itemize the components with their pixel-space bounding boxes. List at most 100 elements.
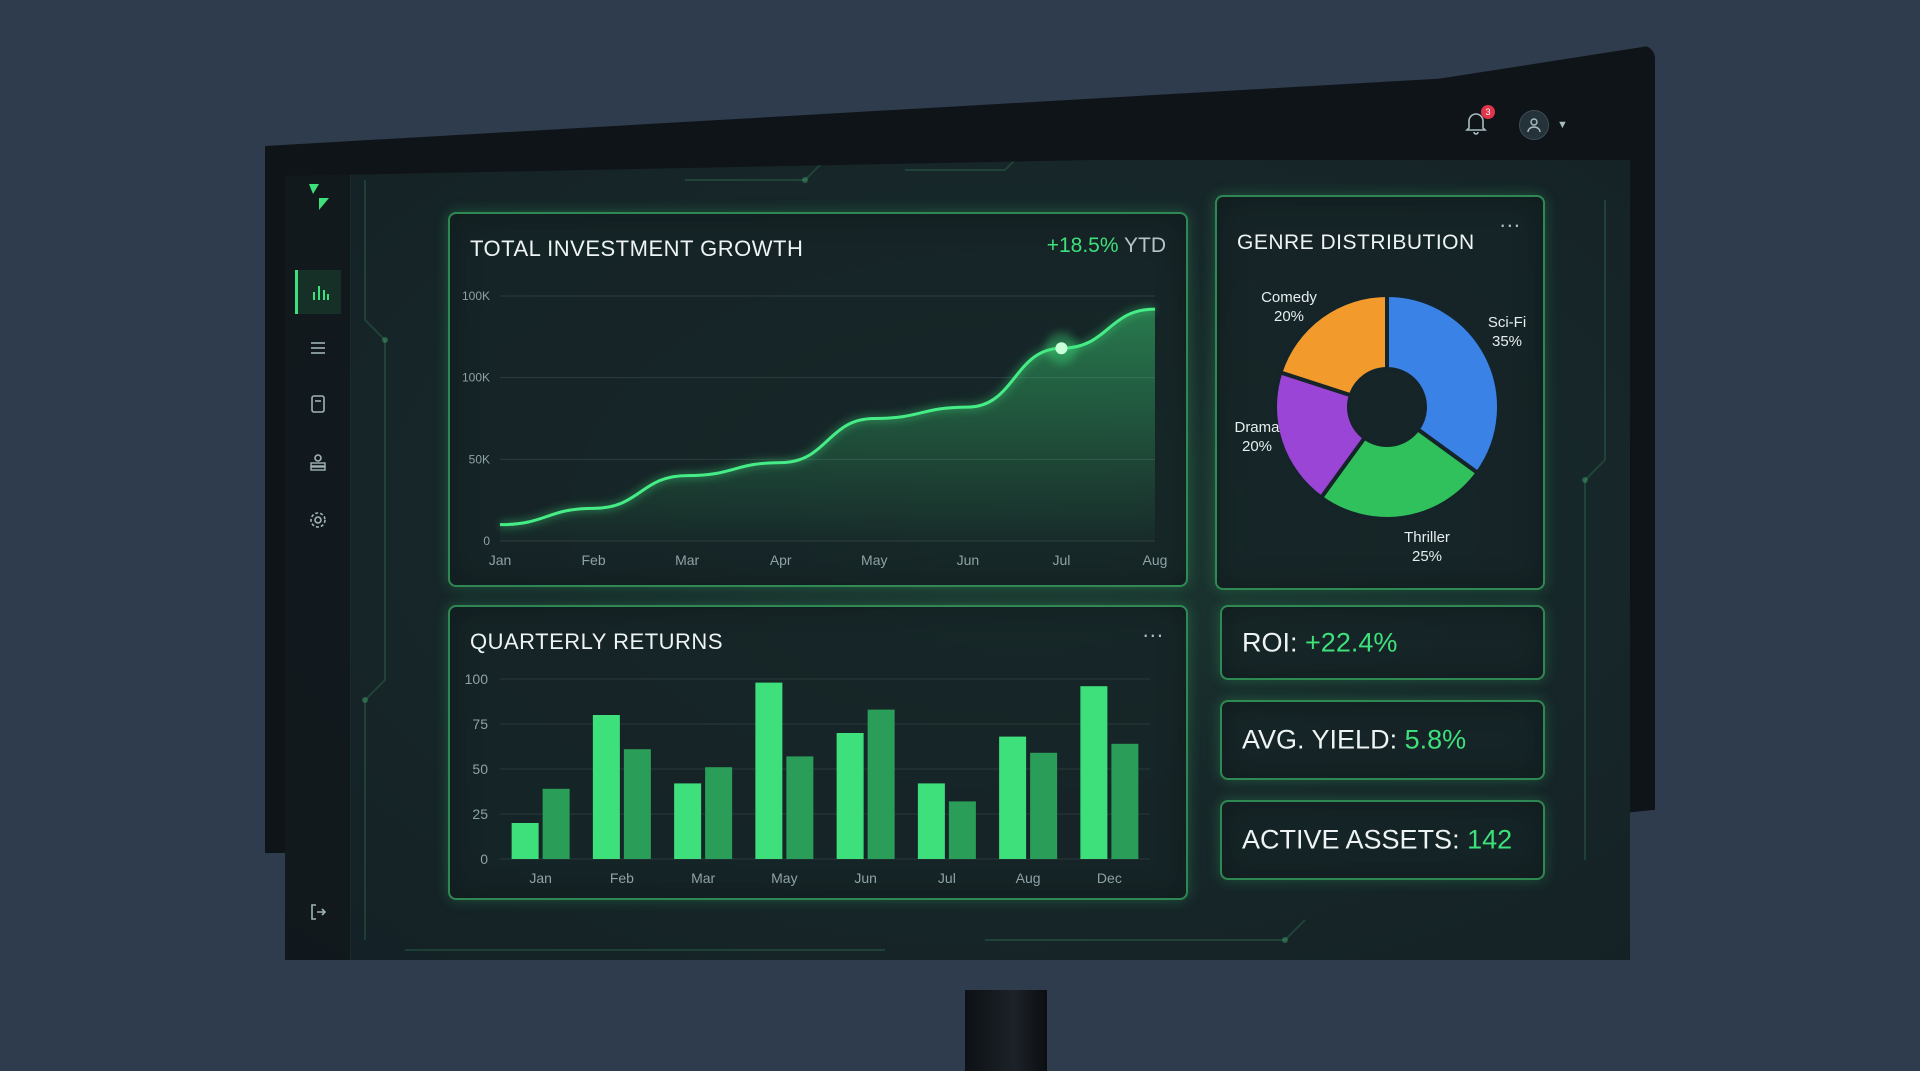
document-icon [311,395,325,413]
sidebar-item-list[interactable] [295,326,341,370]
growth-x-tick-label: Jan [489,552,512,568]
growth-y-tick-label: 100K [462,371,490,385]
bar-x-tick-label: Dec [1097,870,1122,886]
bar-y-tick-label: 100 [465,671,489,687]
genre-more-button[interactable]: ... [1499,207,1521,232]
bar-series1-bar [999,736,1027,859]
quarterly-bar-chart: 0 25 50 75 100 Jan Feb Mar May Jun Jul Aug Dec [465,671,1150,886]
assets-kpi: ACTIVE ASSETS: 142 [1242,825,1512,856]
bar-series1-bar [836,733,864,859]
pie-value-drama: 20% [1242,438,1272,455]
bar-x-tick-label: Jun [854,870,877,886]
quarterly-more-button[interactable]: ... [1142,617,1164,642]
growth-highlight-point [1055,342,1068,355]
roi-value: +22.4% [1305,627,1398,657]
bar-y-tick-label: 50 [472,761,488,777]
bar-series1-bar [511,823,539,859]
roi-label: ROI: [1242,627,1298,657]
bar-series1-bar [755,682,783,859]
bar-y-tick-label: 25 [472,806,488,822]
growth-y-tick-label: 0 [483,534,490,548]
bar-series2-bar [1030,752,1058,859]
growth-x-tick-label: May [861,552,887,568]
bar-series2-bar [867,709,895,859]
bar-series2-bar [705,767,733,859]
growth-x-tick-label: Feb [582,552,606,568]
bar-series1-bar [917,783,945,859]
pie-slice-comedy [1277,292,1389,398]
growth-x-tick-label: Jun [957,552,980,568]
header-actions: 3 ▼ [1465,105,1568,140]
pie-label-thriller: Thriller [1404,529,1450,546]
bar-x-tick-label: Jan [529,870,552,886]
list-icon [311,342,325,354]
bar-x-tick-label: May [771,870,797,886]
bar-chart-icon [312,286,329,300]
bar-series2-bar [542,788,570,859]
yield-card: AVG. YIELD: 5.8% [1220,700,1545,780]
growth-x-tick-label: Jul [1052,552,1070,568]
bar-series1-bar [1080,686,1108,859]
dashboard-screen: TOTAL INVESTMENT GROWTH +18.5% YTD 0 50K 1… [285,160,1630,960]
sidebar-item-dashboard[interactable] [295,270,341,314]
pie-slice-drama [1273,369,1368,501]
monitor-stand [965,990,1047,1071]
genre-title: GENRE DISTRIBUTION [1237,231,1475,254]
bell-icon [1465,113,1487,135]
notification-badge: 3 [1481,105,1495,119]
assets-card: ACTIVE ASSETS: 142 [1220,800,1545,880]
pie-label-sci-fi: Sci-Fi [1488,314,1526,331]
pie-label-drama: Drama [1234,419,1280,436]
user-icon [1527,118,1541,133]
quarterly-title: QUARTERLY RETURNS [470,629,723,654]
bar-x-tick-label: Aug [1016,870,1041,886]
notifications-button[interactable]: 3 [1465,105,1495,139]
pie-value-sci-fi: 35% [1492,333,1522,350]
bar-y-tick-label: 0 [480,851,488,867]
user-stack-icon [310,454,326,471]
growth-area [500,309,1155,541]
logout-button[interactable] [295,890,341,934]
logo-icon [309,184,329,210]
growth-change-value: +18.5% [1046,234,1119,257]
growth-title: TOTAL INVESTMENT GROWTH [470,236,804,261]
yield-value: 5.8% [1404,724,1467,755]
growth-change-suffix: YTD [1124,234,1166,257]
sidebar-item-documents[interactable] [295,382,341,426]
growth-chart: 0 50K 100K 100K Jan Feb Mar Apr May Jun Jul Aug [462,289,1168,568]
growth-change: +18.5% YTD [1047,234,1166,258]
genre-card: GENRE DISTRIBUTION ... Sci-Fi 35% Thriller… [1215,195,1545,590]
bar-series2-bar [948,801,976,859]
growth-card: TOTAL INVESTMENT GROWTH +18.5% YTD 0 50K 1… [448,212,1188,587]
roi-kpi: ROI: +22.4% [1242,627,1397,658]
sidebar [285,160,351,960]
roi-card: ROI: +22.4% [1220,605,1545,680]
bar-x-tick-label: Feb [610,870,634,886]
sidebar-item-assets[interactable] [295,440,341,484]
growth-x-tick-label: Apr [770,552,792,568]
pie-slice-thriller [1318,426,1481,521]
circuit-decoration [362,160,1606,951]
chevron-down-icon[interactable]: ▼ [1557,119,1568,131]
user-avatar-button[interactable] [1519,110,1549,140]
quarterly-card: QUARTERLY RETURNS ... 0 25 50 75 100 Jan Feb Ma… [448,605,1188,900]
bar-series2-bar [786,756,814,859]
bar-y-tick-label: 75 [472,716,488,732]
gear-icon [310,512,326,528]
growth-y-tick-label: 100K [462,289,490,303]
growth-y-tick-label: 50K [469,452,490,466]
genre-pie-chart: Sci-Fi 35% Thriller 25% Drama 20% Comedy 20% [1234,289,1526,565]
growth-x-tick-label: Mar [675,552,699,568]
logout-icon [311,904,327,920]
growth-x-tick-label: Aug [1143,552,1168,568]
bar-x-tick-label: Jul [938,870,956,886]
pie-label-comedy: Comedy [1261,289,1317,306]
bar-series1-bar [674,783,702,859]
pie-value-comedy: 20% [1274,308,1304,325]
sidebar-item-settings[interactable] [295,498,341,542]
bar-series2-bar [1111,743,1139,859]
pie-value-thriller: 25% [1412,548,1442,565]
yield-kpi: AVG. YIELD: 5.8% [1242,725,1466,756]
assets-label: ACTIVE ASSETS: [1242,824,1460,855]
yield-label: AVG. YIELD: [1242,724,1398,755]
